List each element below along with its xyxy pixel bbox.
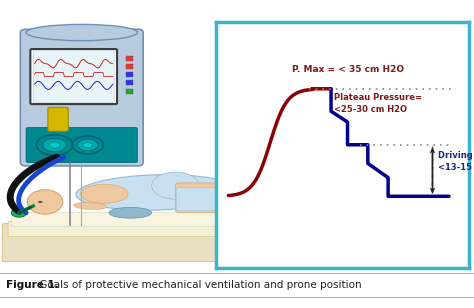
Bar xyxy=(126,89,133,94)
Bar xyxy=(126,80,133,85)
Circle shape xyxy=(43,138,66,152)
Text: Figure 1.: Figure 1. xyxy=(6,280,58,290)
Text: Plateau Pressure=
<25-30 cm H2O: Plateau Pressure= <25-30 cm H2O xyxy=(334,93,421,114)
Text: Goals of protective mechanical ventilation and prone position: Goals of protective mechanical ventilati… xyxy=(36,280,361,290)
Ellipse shape xyxy=(26,24,137,41)
Ellipse shape xyxy=(81,184,128,203)
FancyBboxPatch shape xyxy=(20,29,143,166)
FancyBboxPatch shape xyxy=(33,51,114,103)
Circle shape xyxy=(11,209,27,217)
Ellipse shape xyxy=(38,201,42,203)
Ellipse shape xyxy=(27,190,63,214)
FancyBboxPatch shape xyxy=(30,49,117,104)
FancyBboxPatch shape xyxy=(26,128,137,163)
FancyBboxPatch shape xyxy=(2,224,263,261)
FancyBboxPatch shape xyxy=(48,107,68,131)
Circle shape xyxy=(83,142,92,148)
FancyBboxPatch shape xyxy=(175,183,265,213)
Text: P. Max = < 35 cm H2O: P. Max = < 35 cm H2O xyxy=(292,65,404,74)
Bar xyxy=(126,56,133,61)
Ellipse shape xyxy=(152,172,199,199)
Circle shape xyxy=(78,139,98,151)
Circle shape xyxy=(36,135,73,155)
Ellipse shape xyxy=(73,203,107,209)
FancyBboxPatch shape xyxy=(176,188,250,211)
FancyBboxPatch shape xyxy=(8,221,257,237)
Circle shape xyxy=(49,142,60,148)
Bar xyxy=(126,72,133,77)
Text: Driving pressure=
<13-15 cm H2O: Driving pressure= <13-15 cm H2O xyxy=(438,151,474,172)
Ellipse shape xyxy=(224,209,250,219)
Ellipse shape xyxy=(109,207,152,218)
Bar xyxy=(126,64,133,69)
Circle shape xyxy=(72,136,103,154)
FancyBboxPatch shape xyxy=(12,213,254,226)
Ellipse shape xyxy=(76,175,237,210)
